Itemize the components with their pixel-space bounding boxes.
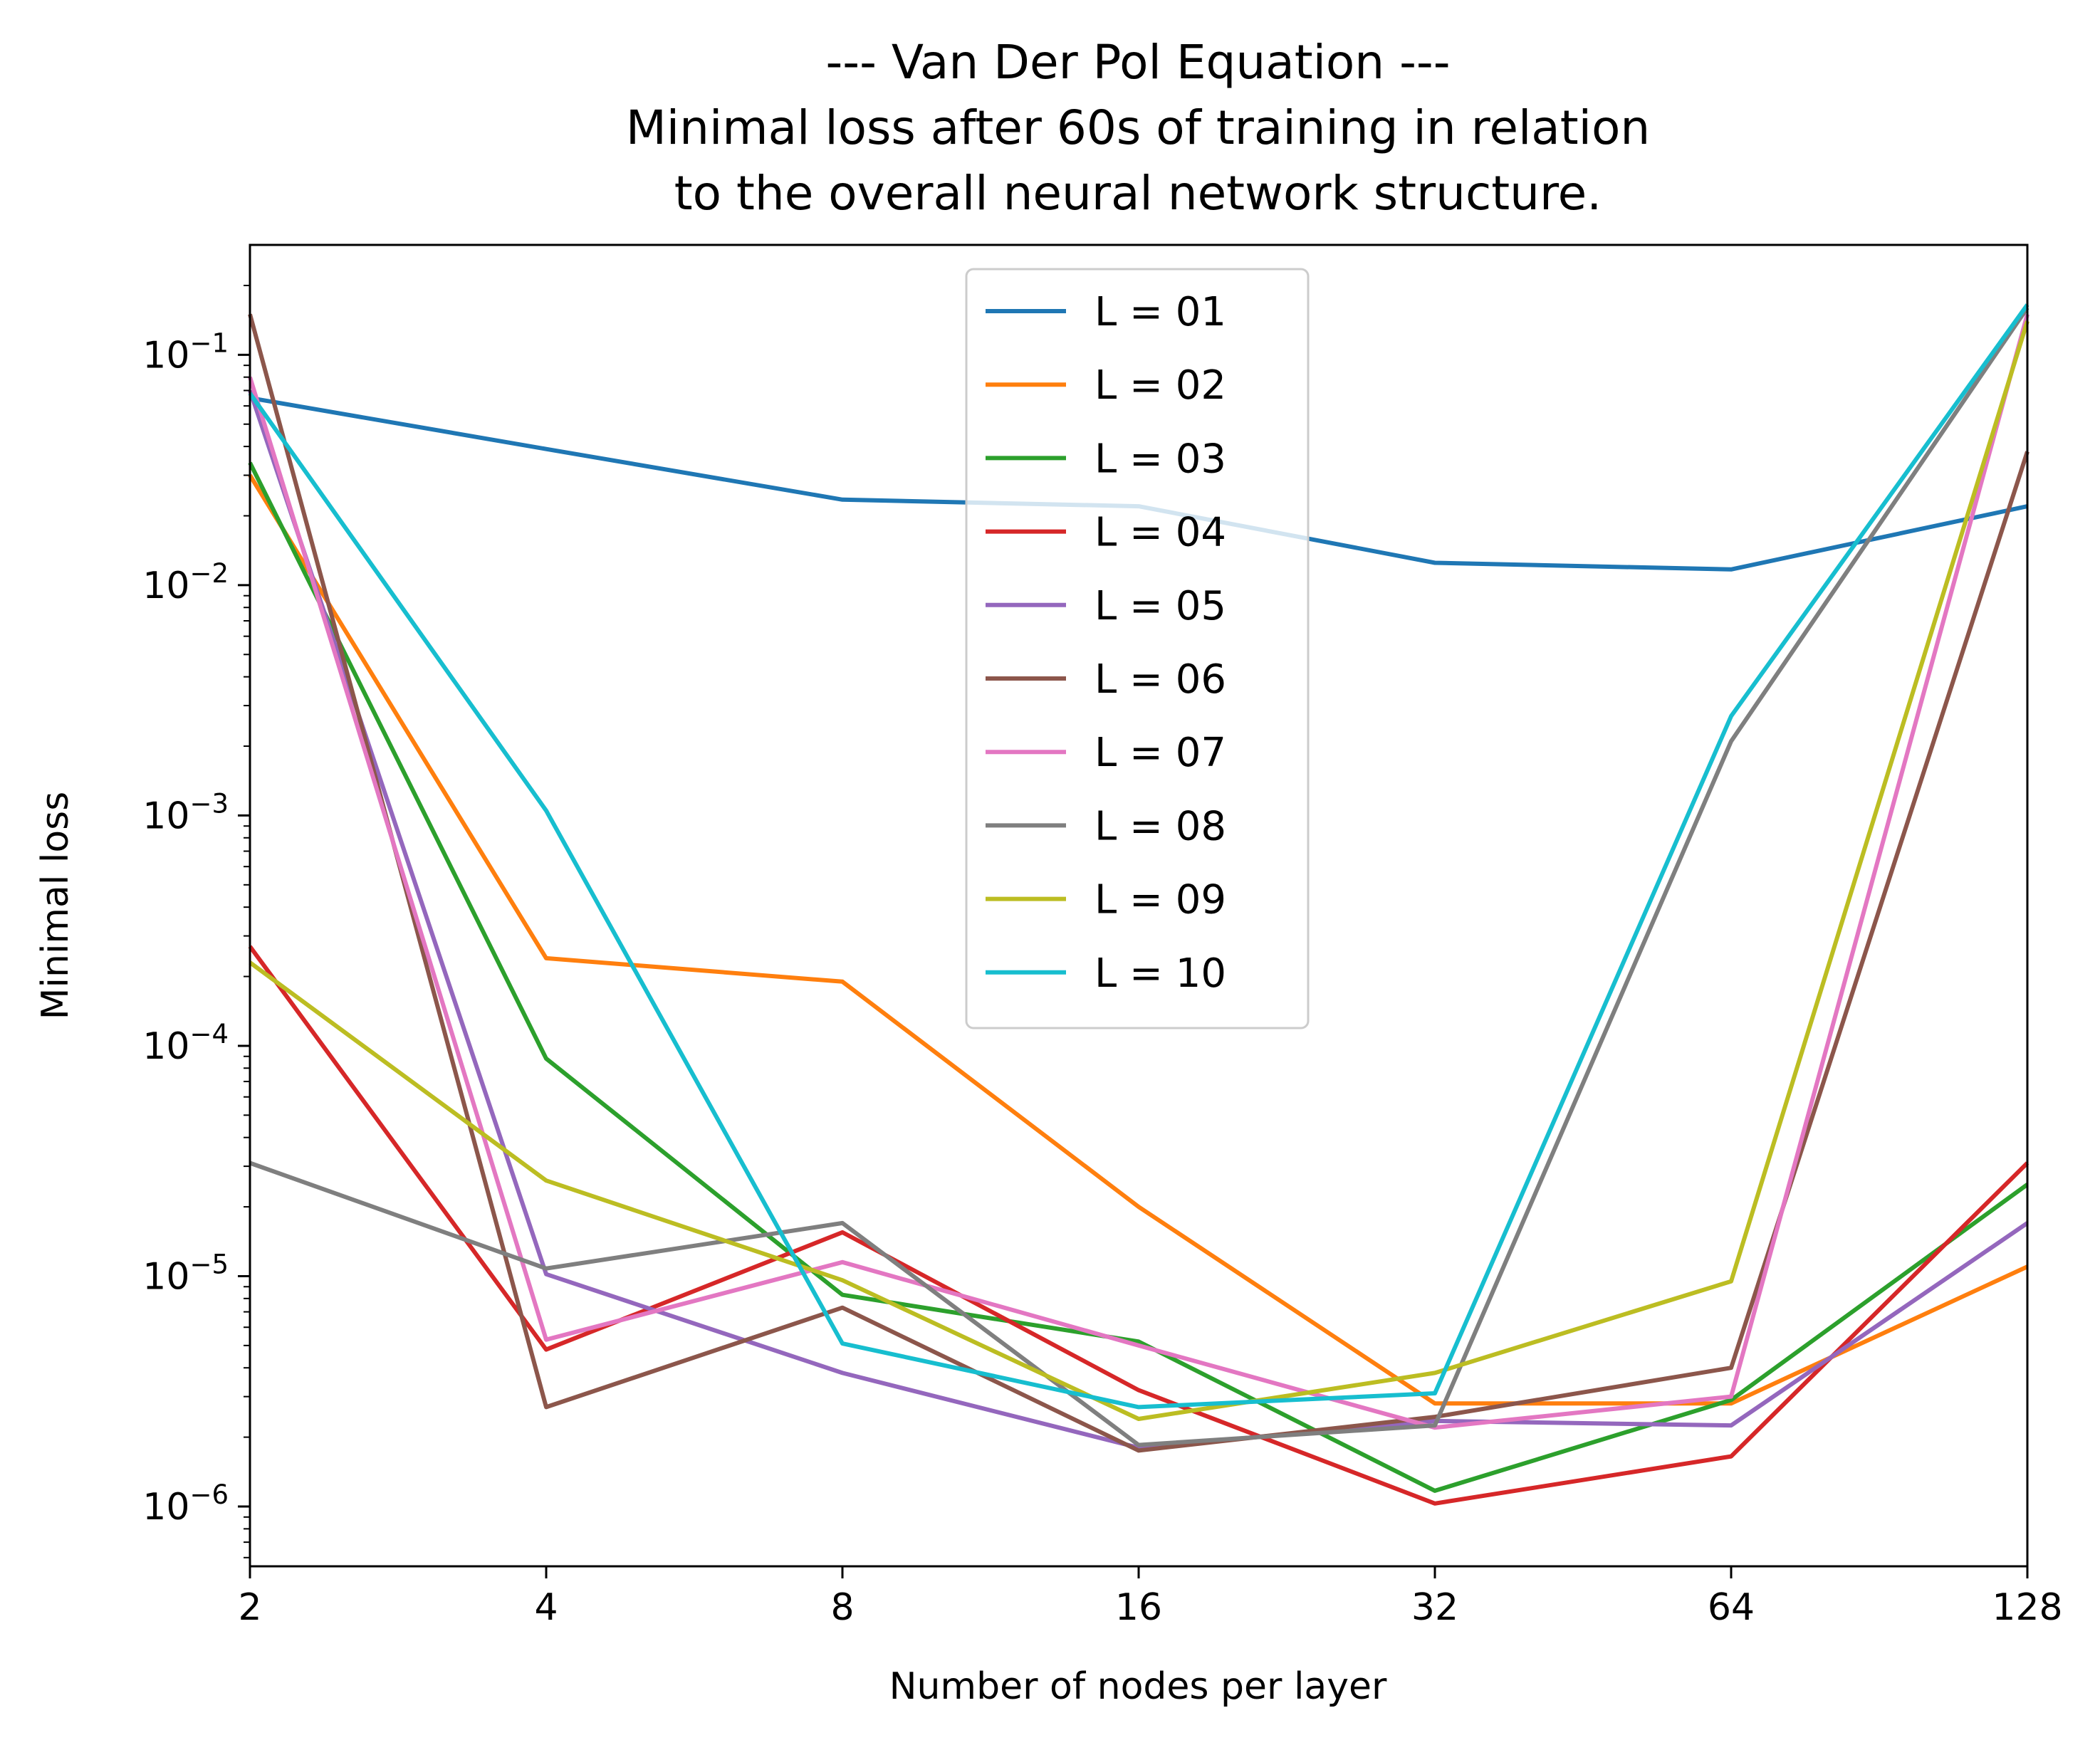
y-tick-label: 10−5	[142, 1249, 229, 1298]
legend-item: L = 06	[986, 656, 1226, 703]
x-axis: 2 4 8 16 32 64 128	[238, 1566, 2063, 1629]
series-line	[248, 461, 2029, 1493]
y-tick-label: 10−3	[142, 788, 229, 837]
series-line	[248, 303, 2030, 1410]
y-axis: 10−6 10−5 10−4 10−3 10−2 10−1	[142, 327, 250, 1529]
series-line	[248, 945, 2030, 1506]
legend-item: L = 01	[986, 289, 1226, 335]
legend-label: L = 02	[1095, 362, 1226, 409]
series-6	[248, 313, 2030, 1453]
x-tick-label: 128	[1992, 1586, 2062, 1629]
title-line-3: to the overall neural network structure.	[674, 166, 1602, 221]
title-line-2: Minimal loss after 60s of training in re…	[626, 100, 1650, 155]
legend-label: L = 03	[1095, 436, 1226, 482]
legend: L = 01 L = 02 L = 03 L = 04 L = 05 L = 06 L = …	[965, 268, 1310, 1029]
legend-item: L = 08	[986, 803, 1226, 849]
series-4	[248, 945, 2030, 1506]
series-9	[249, 320, 2030, 1421]
title-line-1: --- Van Der Pol Equation ---	[825, 35, 1450, 90]
legend-item: L = 04	[986, 510, 1226, 556]
legend-label: L = 07	[1095, 730, 1226, 776]
x-tick-label: 64	[1708, 1586, 1755, 1629]
series-7	[248, 313, 2030, 1430]
series-line	[248, 389, 2029, 1450]
legend-label: L = 05	[1095, 583, 1226, 629]
y-tick-label: 10−6	[142, 1479, 229, 1529]
x-tick-label: 2	[238, 1586, 261, 1629]
y-tick-label: 10−2	[142, 558, 229, 607]
plot-frame	[249, 243, 2029, 1568]
y-axis-label: Minimal loss	[34, 792, 77, 1020]
legend-label: L = 01	[1095, 289, 1226, 335]
series-3	[248, 461, 2029, 1493]
legend-item: L = 03	[986, 436, 1226, 482]
chart-title: --- Van Der Pol Equation --- Minimal los…	[626, 35, 1650, 221]
series-5	[248, 389, 2029, 1450]
series-10	[248, 303, 2030, 1410]
series-8	[249, 306, 2030, 1447]
legend-item: L = 09	[986, 877, 1226, 923]
legend-label: L = 09	[1095, 877, 1226, 923]
x-axis-label: Number of nodes per layer	[889, 1665, 1387, 1708]
legend-label: L = 06	[1095, 656, 1226, 703]
x-tick-label: 32	[1411, 1586, 1458, 1629]
legend-item: L = 10	[986, 950, 1226, 997]
legend-label: L = 04	[1095, 510, 1226, 556]
legend-item: L = 05	[986, 583, 1226, 629]
series-line	[249, 320, 2030, 1421]
x-tick-label: 4	[534, 1586, 558, 1629]
y-tick-label: 10−4	[142, 1019, 229, 1068]
series-line	[249, 306, 2030, 1447]
legend-item: L = 02	[986, 362, 1226, 409]
series-line	[248, 313, 2030, 1430]
series-line	[248, 313, 2030, 1453]
y-tick-label: 10−1	[142, 327, 229, 377]
x-tick-label: 16	[1115, 1586, 1162, 1629]
legend-label: L = 10	[1095, 950, 1226, 997]
legend-label: L = 08	[1095, 803, 1226, 849]
x-tick-label: 8	[830, 1586, 854, 1629]
series-line	[248, 473, 2029, 1406]
legend-item: L = 07	[986, 730, 1226, 776]
series-2	[248, 473, 2029, 1406]
